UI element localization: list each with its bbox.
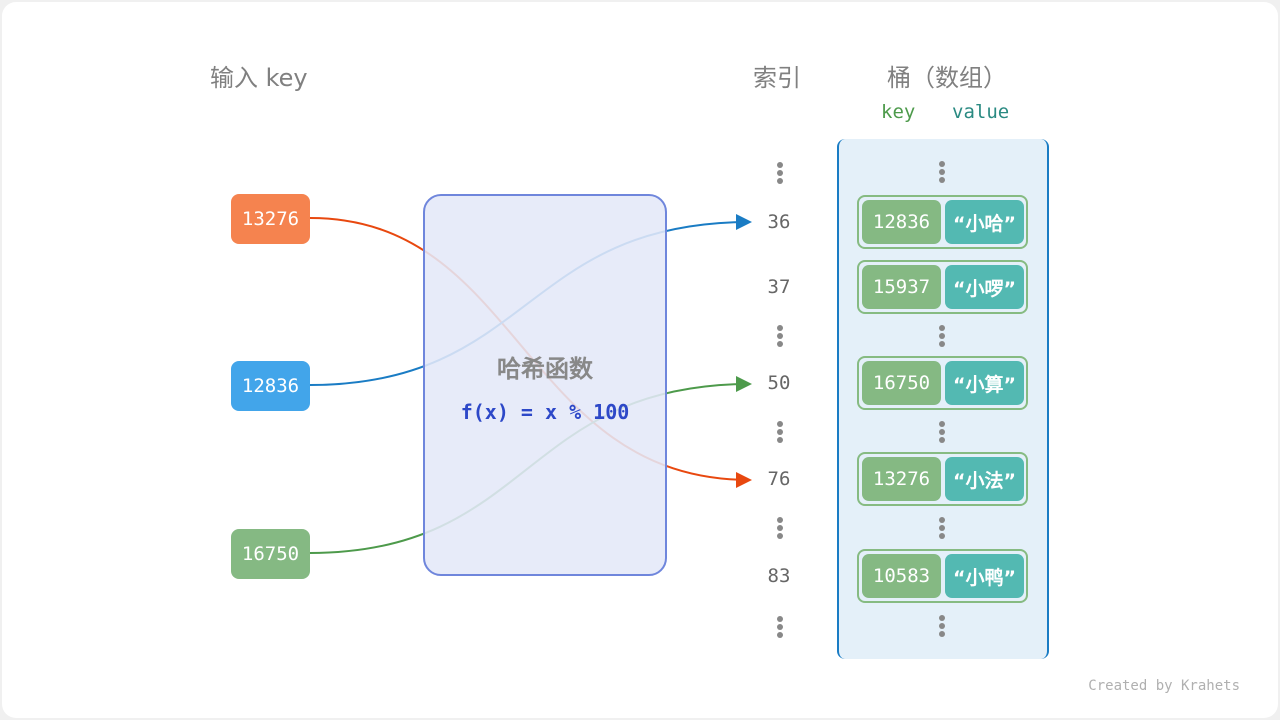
input-key-header: 输入 key: [210, 64, 308, 92]
entry-key: 15937: [862, 265, 941, 309]
entry-key: 12836: [862, 200, 941, 244]
entry-key: 10583: [862, 554, 941, 598]
hash-function-box: 哈希函数 f(x) = x % 100: [423, 194, 667, 576]
hash-function-title: 哈希函数: [497, 355, 593, 383]
ellipsis-icon: [777, 160, 783, 186]
credit: Created by Krahets: [1088, 678, 1240, 694]
bucket-header: 桶（数组）: [887, 64, 1007, 92]
hash-function-formula: f(x) = x % 100: [460, 400, 630, 424]
entry-value: “小鸭”: [945, 554, 1024, 598]
input-key-13276: 13276: [231, 194, 310, 244]
bucket-entry: 16750 “小算”: [857, 356, 1028, 410]
ellipsis-icon: [777, 419, 783, 445]
bucket-index: 37: [767, 276, 791, 298]
ellipsis-icon: [939, 323, 945, 349]
index-header: 索引: [753, 64, 801, 92]
ellipsis-icon: [939, 515, 945, 541]
ellipsis-icon: [939, 159, 945, 185]
bucket-entry: 12836 “小哈”: [857, 195, 1028, 249]
value-column-label: value: [952, 101, 1010, 123]
bucket-index: 76: [767, 468, 791, 490]
bucket-index: 36: [767, 211, 791, 233]
entry-value: “小哈”: [945, 200, 1024, 244]
ellipsis-icon: [777, 323, 783, 349]
bucket-index: 50: [767, 372, 791, 394]
entry-key: 13276: [862, 457, 941, 501]
input-key-16750: 16750: [231, 529, 310, 579]
ellipsis-icon: [777, 515, 783, 541]
ellipsis-icon: [939, 419, 945, 445]
input-key-12836: 12836: [231, 361, 310, 411]
ellipsis-icon: [777, 614, 783, 640]
bucket-entry: 15937 “小啰”: [857, 260, 1028, 314]
bucket-entry: 13276 “小法”: [857, 452, 1028, 506]
entry-key: 16750: [862, 361, 941, 405]
entry-value: “小法”: [945, 457, 1024, 501]
bucket-index: 83: [767, 565, 791, 587]
entry-value: “小啰”: [945, 265, 1024, 309]
bucket-entry: 10583 “小鸭”: [857, 549, 1028, 603]
key-column-label: key: [881, 101, 916, 123]
entry-value: “小算”: [945, 361, 1024, 405]
ellipsis-icon: [939, 613, 945, 639]
